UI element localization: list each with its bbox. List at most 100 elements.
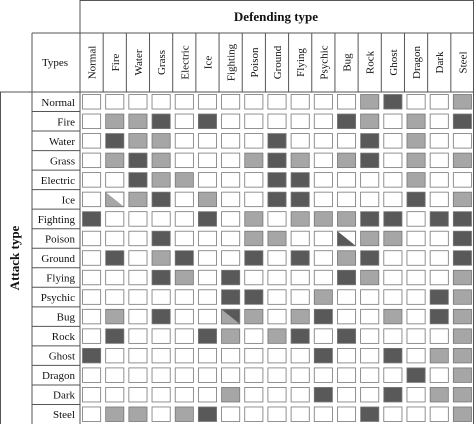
heatmap-cell: [452, 113, 472, 129]
heatmap-cell: [105, 94, 125, 110]
heatmap-cell: [105, 406, 125, 422]
row-label: Dragon: [42, 370, 75, 382]
heatmap-cell: [221, 230, 241, 247]
heatmap-cell: [151, 191, 171, 208]
heatmap-cell: [406, 289, 426, 305]
heatmap-cell: [197, 387, 217, 403]
heatmap-cell: [337, 406, 357, 422]
heatmap-cell: [383, 191, 403, 208]
heatmap-cell-border: [221, 308, 241, 325]
column-label: Fire: [110, 54, 122, 72]
heatmap-cell: [244, 113, 264, 129]
heatmap-cell: [197, 269, 217, 286]
heatmap-cell: [406, 367, 426, 383]
heatmap-cell: [267, 289, 287, 305]
heatmap-cell: [128, 367, 148, 383]
heatmap-cell: [244, 172, 264, 188]
column-label: Ghost: [388, 49, 400, 75]
heatmap-cell: [452, 191, 472, 208]
row-label: Grass: [50, 155, 75, 167]
heatmap-cell: [429, 328, 449, 344]
heatmap-cell: [267, 191, 287, 208]
heatmap-cell: [82, 250, 102, 266]
heatmap-cell: [174, 387, 194, 403]
heatmap-cell: [82, 230, 102, 247]
heatmap-cell: [82, 308, 102, 325]
heatmap-cell: [221, 347, 241, 364]
heatmap-cell: [151, 172, 171, 188]
row-label: Water: [49, 136, 75, 148]
heatmap-cell: [290, 328, 310, 344]
heatmap-cell: [406, 191, 426, 208]
heatmap-cell: [105, 172, 125, 188]
row-labels: Normal Fire Water Grass Electric Ice Fighting P…: [38, 97, 76, 421]
heatmap-cell: [313, 191, 333, 208]
column-label: Dark: [434, 51, 446, 73]
heatmap-cell: [383, 269, 403, 286]
heatmap-cell: [151, 113, 171, 129]
heatmap-cell: [337, 250, 357, 266]
heatmap-cell: [151, 230, 171, 247]
row-label: Dark: [53, 390, 75, 402]
heatmap-cell: [360, 308, 380, 325]
heatmap-cell: [406, 133, 426, 149]
heatmap-cell: [267, 94, 287, 110]
heatmap-cell: [151, 367, 171, 383]
heatmap-cell: [383, 230, 403, 247]
row-label: Flying: [46, 273, 75, 285]
row-label: Ground: [41, 253, 75, 265]
heatmap-cell: [197, 230, 217, 247]
heatmap-cell: [406, 113, 426, 129]
heatmap-cell: [105, 113, 125, 129]
heatmap-cell: [406, 94, 426, 110]
heatmap-cell: [221, 191, 241, 208]
heatmap-cells: [82, 94, 472, 422]
heatmap-cell: [82, 367, 102, 383]
row-label: Bug: [57, 312, 76, 324]
heatmap-cell: [360, 113, 380, 129]
column-label: Ice: [202, 56, 214, 70]
heatmap-cell: [174, 133, 194, 149]
heatmap-cell: [244, 387, 264, 403]
heatmap-cell: [197, 347, 217, 364]
heatmap-cell: [337, 367, 357, 383]
heatmap-cell: [313, 94, 333, 110]
row-label: Ice: [62, 194, 76, 206]
heatmap-cell: [151, 211, 171, 227]
heatmap-cell: [452, 387, 472, 403]
heatmap-cell: [452, 152, 472, 169]
heatmap-cell: [128, 133, 148, 149]
heatmap-cell-border: [105, 191, 125, 208]
heatmap-cell: [337, 172, 357, 188]
heatmap-cell: [105, 152, 125, 169]
heatmap-cell: [267, 250, 287, 266]
heatmap-cell: [174, 230, 194, 247]
heatmap-cell: [151, 406, 171, 422]
heatmap-cell: [290, 230, 310, 247]
heatmap-cell: [360, 269, 380, 286]
heatmap-cell: [267, 387, 287, 403]
heatmap-cell: [429, 191, 449, 208]
heatmap-cell: [221, 367, 241, 383]
heatmap-cell: [151, 347, 171, 364]
heatmap-cell: [197, 250, 217, 266]
heatmap-cell: [82, 406, 102, 422]
heatmap-cell: [221, 94, 241, 110]
heatmap-cell: [151, 289, 171, 305]
heatmap-cell: [128, 308, 148, 325]
heatmap-cell: [313, 211, 333, 227]
heatmap-cell: [383, 133, 403, 149]
heatmap-cell: [221, 289, 241, 305]
heatmap-cell: [174, 172, 194, 188]
heatmap-cell: [429, 367, 449, 383]
heatmap-cell: [360, 133, 380, 149]
heatmap-cell: [105, 289, 125, 305]
heatmap-cell: [267, 269, 287, 286]
row-label: Poison: [45, 233, 75, 245]
heatmap-cell: [383, 308, 403, 325]
heatmap-cell: [105, 367, 125, 383]
heatmap-cell: [290, 347, 310, 364]
heatmap-cell: [174, 308, 194, 325]
heatmap-cell: [313, 113, 333, 129]
heatmap-cell-split: [105, 192, 124, 207]
